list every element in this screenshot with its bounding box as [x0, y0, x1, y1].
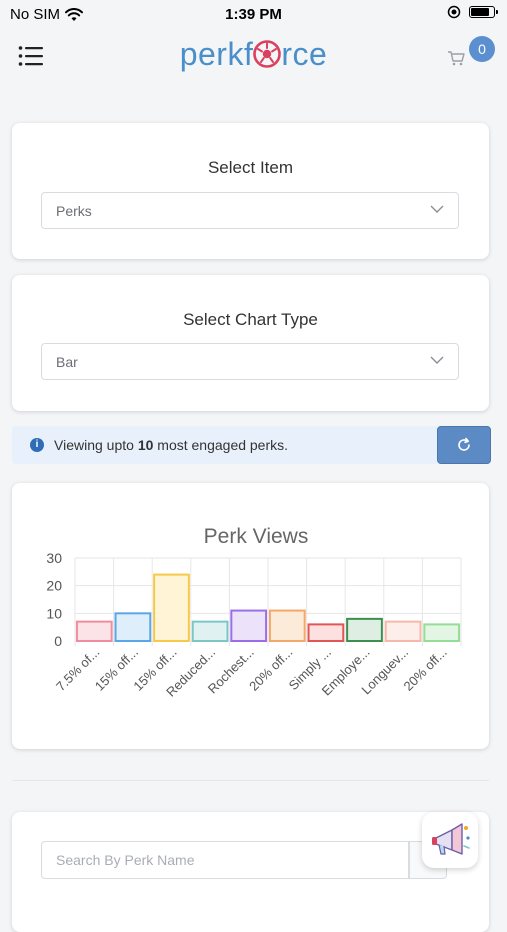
- chart-bar: [75, 620, 113, 642]
- app-header: perkf rce 0: [0, 28, 507, 90]
- logo-mark-icon: [253, 40, 282, 68]
- info-text: Viewing upto 10 most engaged perks.: [54, 437, 288, 453]
- battery-fill: [471, 8, 489, 16]
- wifi-icon: [65, 7, 84, 21]
- select-item-dropdown[interactable]: Perks: [41, 192, 459, 229]
- y-tick-label: 0: [54, 633, 62, 649]
- chart-bar: [230, 609, 268, 642]
- feedback-button[interactable]: [422, 812, 478, 868]
- info-prefix: Viewing upto: [54, 437, 138, 453]
- y-tick-label: 10: [46, 605, 62, 621]
- chevron-down-icon: [430, 205, 444, 213]
- select-chart-type-title: Select Chart Type: [183, 310, 318, 329]
- search-card: [12, 812, 489, 932]
- chart-bar: [346, 617, 383, 643]
- status-time: 1:39 PM: [225, 6, 282, 23]
- status-bar: No SIM 1:39 PM: [0, 0, 507, 28]
- chart-bar: [191, 620, 229, 642]
- status-right: [447, 5, 498, 19]
- cart-count-badge: 0: [469, 36, 495, 62]
- chart-bar: [384, 620, 422, 642]
- cart-icon: [448, 51, 465, 66]
- megaphone-icon: [432, 823, 470, 855]
- chart-bar: [307, 623, 345, 642]
- select-chart-type-card: Select Chart Type Bar: [12, 275, 489, 411]
- chart-bar: [153, 573, 190, 642]
- chevron-down-icon: [430, 356, 444, 364]
- hamburger-icon: [18, 46, 43, 66]
- select-chart-type-value: Bar: [56, 354, 78, 370]
- info-banner: i Viewing upto 10 most engaged perks.: [12, 426, 437, 464]
- brand-logo: perkf rce: [0, 36, 507, 73]
- chart-bar: [423, 623, 461, 642]
- info-count: 10: [137, 437, 154, 453]
- select-item-card: Select Item Perks: [12, 123, 489, 259]
- battery-icon: [469, 6, 498, 18]
- refresh-button[interactable]: [437, 426, 491, 464]
- status-left: No SIM: [10, 6, 84, 23]
- y-tick-label: 20: [46, 578, 62, 594]
- chart-bar: [268, 609, 306, 642]
- chart-bar: [114, 612, 152, 642]
- chart-title: Perk Views: [204, 525, 309, 548]
- cart-button[interactable]: 0: [439, 36, 495, 72]
- select-item-value: Perks: [56, 203, 92, 219]
- carrier-label: No SIM: [10, 6, 61, 23]
- refresh-icon: [458, 437, 470, 451]
- orientation-lock-icon: [447, 5, 461, 19]
- select-chart-type-dropdown[interactable]: Bar: [41, 343, 459, 380]
- info-suffix: most engaged perks.: [153, 437, 289, 453]
- menu-button[interactable]: [18, 44, 44, 68]
- logo-text-start: perkf: [179, 36, 254, 72]
- y-tick-label: 30: [46, 550, 62, 566]
- section-divider: [12, 780, 489, 781]
- info-icon: i: [30, 438, 44, 452]
- logo-text-end: rce: [281, 36, 328, 72]
- select-item-title: Select Item: [207, 158, 294, 177]
- search-perk-input[interactable]: [41, 841, 409, 879]
- chart-card: Perk Views 0 10 20 30 7.5% of... 15% off... 15%…: [12, 483, 489, 749]
